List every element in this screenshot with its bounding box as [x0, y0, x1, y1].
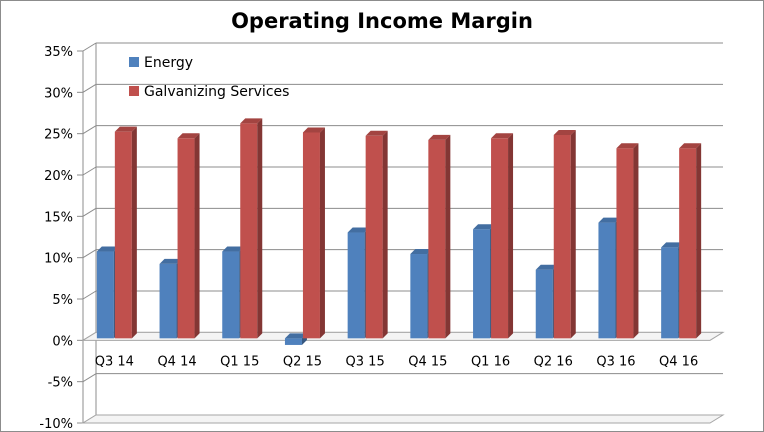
gridline-side	[82, 42, 97, 52]
x-tick-label: Q2 15	[283, 354, 322, 369]
bar	[491, 138, 509, 339]
gridline-side	[82, 207, 97, 217]
bar-top	[491, 133, 514, 139]
bar	[96, 251, 114, 339]
y-tick-label: 10%	[44, 252, 73, 267]
bar	[598, 222, 616, 339]
gridline-side	[82, 83, 97, 93]
bar	[616, 148, 634, 339]
legend-label: Galvanizing Services	[144, 84, 289, 100]
bar-top	[114, 126, 137, 132]
gridline-side	[82, 290, 97, 300]
bar-top	[96, 246, 119, 252]
bar-top	[222, 246, 245, 252]
bar-top	[240, 118, 263, 124]
bar-top	[535, 264, 558, 270]
bar	[365, 135, 383, 339]
x-tick-label: Q3 14	[95, 354, 134, 369]
bar-top	[410, 249, 433, 255]
y-tick-label: 20%	[44, 169, 73, 184]
bar	[240, 123, 258, 339]
x-tick-label: Q1 15	[220, 354, 259, 369]
bar-top	[661, 242, 684, 248]
bar-side	[319, 127, 325, 339]
bar-side	[257, 118, 263, 339]
bar	[114, 131, 132, 339]
bar	[553, 134, 571, 339]
gridline-side	[82, 373, 97, 383]
bar-top	[679, 143, 702, 149]
bar-top	[598, 217, 621, 223]
bar-top	[616, 143, 639, 149]
bar	[410, 254, 428, 339]
gridline-side	[82, 166, 97, 176]
x-tick-label: Q1 16	[471, 354, 510, 369]
chart-title: Operating Income Margin	[231, 9, 533, 33]
x-tick-label: Q4 16	[659, 354, 698, 369]
bar-side	[508, 133, 514, 339]
bar	[473, 229, 491, 339]
bar-top	[347, 227, 370, 233]
gridline-side	[82, 125, 97, 135]
bar-top	[284, 333, 307, 339]
bar-side	[445, 134, 451, 339]
bar-top	[428, 134, 451, 140]
bar	[159, 263, 177, 339]
bar-top	[473, 224, 496, 230]
bar-top	[177, 133, 200, 139]
legend-swatch	[129, 86, 139, 96]
y-tick-label: 35%	[44, 45, 73, 60]
bar	[347, 232, 365, 339]
bar-top	[365, 130, 388, 136]
x-tick-label: Q2 16	[534, 354, 573, 369]
bar-top	[553, 129, 576, 135]
gridline-side	[82, 249, 97, 259]
bar-side	[382, 130, 388, 339]
y-tick-label: 15%	[44, 210, 73, 225]
bar	[428, 139, 446, 339]
y-tick-label: 25%	[44, 128, 73, 143]
y-tick-label: -5%	[48, 376, 73, 391]
chart-bottom-floor	[81, 414, 725, 424]
bar	[535, 269, 553, 339]
x-tick-label: Q3 16	[596, 354, 635, 369]
bar	[302, 132, 320, 339]
bar-top	[159, 258, 182, 264]
y-tick-label: -10%	[39, 417, 73, 431]
y-tick-label: 0%	[52, 334, 73, 349]
bar	[222, 251, 240, 339]
bar-side	[696, 143, 702, 339]
bar-side	[570, 129, 576, 339]
y-tick-label: 30%	[44, 86, 73, 101]
legend-swatch	[129, 57, 139, 67]
x-tick-label: Q4 15	[408, 354, 447, 369]
bar-side	[131, 126, 137, 339]
y-tick-label: 5%	[52, 293, 73, 308]
bar-top	[302, 127, 325, 133]
x-tick-label: Q3 15	[346, 354, 385, 369]
bar	[661, 247, 679, 339]
bar	[284, 338, 302, 345]
x-tick-label: Q4 14	[157, 354, 196, 369]
bar	[679, 148, 697, 339]
bar-side	[633, 143, 639, 339]
bar-side	[194, 133, 200, 339]
bar	[177, 138, 195, 339]
legend-label: Energy	[144, 55, 193, 71]
